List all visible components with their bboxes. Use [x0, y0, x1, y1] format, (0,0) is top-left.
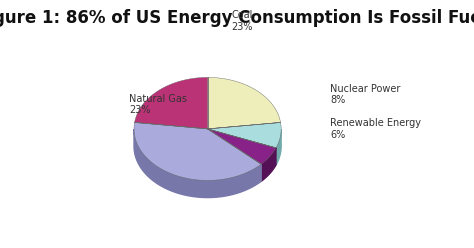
- Polygon shape: [208, 129, 276, 164]
- Polygon shape: [135, 77, 208, 129]
- Polygon shape: [261, 148, 276, 181]
- Text: Figure 1: 86% of US Energy Consumption Is Fossil Fuels: Figure 1: 86% of US Energy Consumption I…: [0, 9, 474, 27]
- Polygon shape: [134, 123, 261, 180]
- Text: Natural Gas
23%: Natural Gas 23%: [129, 93, 187, 115]
- Polygon shape: [208, 123, 281, 148]
- Text: Coal
23%: Coal 23%: [231, 10, 253, 32]
- Polygon shape: [276, 129, 281, 165]
- Text: Nuclear Power
8%: Nuclear Power 8%: [330, 84, 401, 105]
- Polygon shape: [208, 77, 281, 129]
- Polygon shape: [134, 129, 261, 198]
- Text: Renewable Energy
6%: Renewable Energy 6%: [330, 118, 421, 140]
